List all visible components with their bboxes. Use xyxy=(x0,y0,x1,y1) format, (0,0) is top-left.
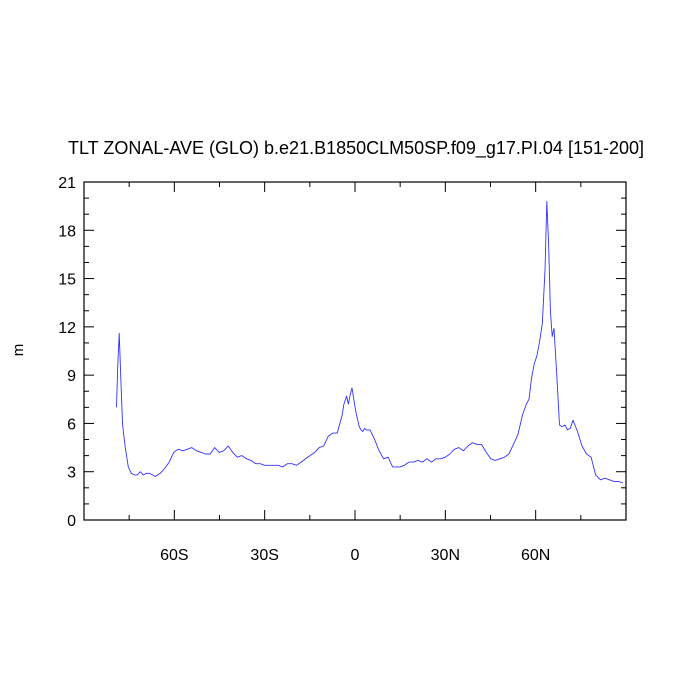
chart-title: TLT ZONAL-AVE (GLO) b.e21.B1850CLM50SP.f… xyxy=(68,138,644,159)
x-tick-label: 0 xyxy=(351,547,360,564)
y-axis-label: m xyxy=(10,344,27,357)
y-tick-label: 18 xyxy=(58,223,76,240)
series-line xyxy=(116,200,624,484)
y-tick-label: 0 xyxy=(67,513,76,530)
y-tick-label: 15 xyxy=(58,272,76,289)
y-tick-label: 9 xyxy=(67,368,76,385)
y-tick-label: 6 xyxy=(67,416,76,433)
x-tick-label: 30S xyxy=(250,547,278,564)
y-tick-label: 3 xyxy=(67,465,76,482)
y-tick-label: 12 xyxy=(58,320,76,337)
x-tick-label: 60S xyxy=(160,547,188,564)
x-tick-label: 60N xyxy=(521,547,550,564)
x-tick-label: 30N xyxy=(431,547,460,564)
y-tick-label: 21 xyxy=(58,175,76,192)
plot-frame xyxy=(83,181,627,521)
